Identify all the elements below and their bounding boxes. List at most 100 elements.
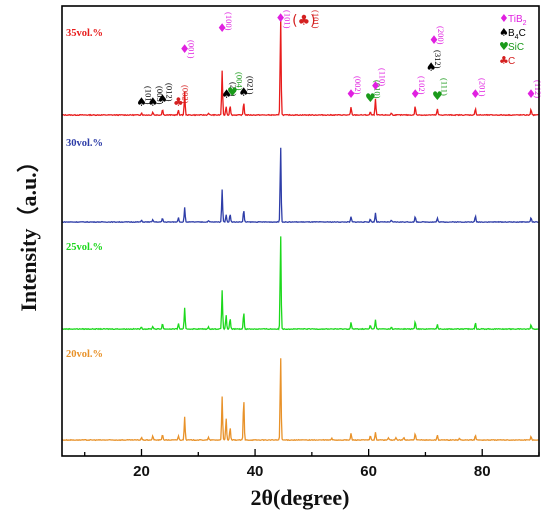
peak-point xyxy=(280,145,281,146)
peak-annotation: (101) xyxy=(311,10,321,29)
peak-point xyxy=(403,437,404,438)
peak-annotation: ♣(002) xyxy=(173,85,190,109)
legend-label: C xyxy=(508,56,515,67)
peak-point xyxy=(222,189,223,190)
miller-index-label: (111) xyxy=(439,78,449,96)
peak-point xyxy=(388,437,389,438)
peak-point xyxy=(152,219,153,220)
miller-index-label: (200) xyxy=(436,26,446,45)
miller-index-label: (21) xyxy=(229,82,239,96)
phase-symbol: ♥ xyxy=(432,89,443,103)
peak-point xyxy=(280,233,281,234)
peak-point xyxy=(530,217,531,218)
peak-point xyxy=(162,434,163,435)
peak-point xyxy=(437,324,438,325)
phase-symbol: ♦ xyxy=(217,21,228,35)
peak-point xyxy=(415,321,416,322)
peak-point xyxy=(222,70,223,71)
phase-symbol: ♦ xyxy=(526,87,537,101)
peak-point xyxy=(530,108,531,109)
miller-index-label: (312) xyxy=(433,50,443,69)
legend-symbol: ♠ xyxy=(499,26,509,39)
miller-index-label: (010) xyxy=(372,80,382,99)
peak-annotation: ♦(001) xyxy=(179,40,196,59)
peak-point xyxy=(370,435,371,436)
phase-symbol: ♠ xyxy=(221,87,232,101)
series-label: 35vol.% xyxy=(66,28,103,39)
peak-point xyxy=(370,111,371,112)
peak-point xyxy=(208,327,209,328)
peak-point xyxy=(391,327,392,328)
phase-symbol: ♦ xyxy=(179,42,190,56)
peak-annotation: ♦(101) xyxy=(275,10,292,29)
peak-point xyxy=(437,108,438,109)
miller-index-label: (002) xyxy=(353,76,363,95)
peak-point xyxy=(370,218,371,219)
peak-annotation: ♦(110) xyxy=(370,68,387,93)
legend-label: TiB2 xyxy=(508,14,527,27)
peak-point xyxy=(229,427,230,428)
miller-index-label: (004) xyxy=(234,72,244,91)
series-label: 25vol.% xyxy=(66,242,103,253)
phase-symbol: ♦ xyxy=(346,87,357,101)
peak-point xyxy=(530,324,531,325)
x-axis-title: 2θ(degree) xyxy=(250,485,349,510)
peak-point xyxy=(243,209,244,210)
peak-point xyxy=(530,436,531,437)
peak-annotation: ♠(101) xyxy=(136,86,153,109)
peak-point xyxy=(437,218,438,219)
peak-annotations: ♠(101)♠(003)♠(012)♣(002)♦(001)♦(100)♠(21… xyxy=(136,10,543,109)
peak-annotation: ♦(112) xyxy=(526,80,543,101)
peak-annotation: ♥(010) xyxy=(365,80,382,105)
peak-point xyxy=(222,396,223,397)
legend-label: B4C xyxy=(508,28,526,41)
peak-point xyxy=(178,109,179,110)
miller-index-label: (012) xyxy=(165,83,175,102)
phase-symbol: (♣) xyxy=(292,13,315,29)
peak-point xyxy=(375,212,376,213)
peak-annotation: ♠(012) xyxy=(157,83,174,106)
peak-point xyxy=(141,327,142,328)
peak-point xyxy=(162,108,163,109)
legend-symbol: ♦ xyxy=(499,12,509,25)
peak-point xyxy=(370,325,371,326)
legend: ♦ TiB2♠ B4C♥ SiC♣ C xyxy=(499,12,527,67)
peak-point xyxy=(141,220,142,221)
peak-point xyxy=(280,355,281,356)
phase-symbol: ♠ xyxy=(147,95,158,109)
y-axis-title: Intensity（a.u.） xyxy=(16,150,41,311)
peak-point xyxy=(375,432,376,433)
peak-annotation: ♦(100) xyxy=(217,12,234,35)
peak-point xyxy=(178,217,179,218)
peak-point xyxy=(184,416,185,417)
peak-point xyxy=(178,435,179,436)
peak-point xyxy=(226,418,227,419)
peak-point xyxy=(152,111,153,112)
peak-annotation: ♠(312) xyxy=(426,50,443,74)
phase-symbol: ♠ xyxy=(136,95,147,109)
miller-index-label: (102) xyxy=(417,76,427,95)
phase-symbol: ♣ xyxy=(173,95,184,109)
peak-annotation: ♦(102) xyxy=(410,76,427,101)
legend-symbol: ♣ xyxy=(499,54,509,67)
legend-item: ♥ SiC xyxy=(499,40,524,53)
x-tick-label: 80 xyxy=(474,463,491,480)
peak-point xyxy=(375,319,376,320)
miller-index-label: (002) xyxy=(180,85,190,104)
plot-frame xyxy=(61,5,540,457)
phase-symbol: ♦ xyxy=(429,33,440,47)
x-tick-label: 40 xyxy=(247,463,264,480)
peak-point xyxy=(475,322,476,323)
peak-point xyxy=(229,105,230,106)
peak-point xyxy=(152,435,153,436)
peak-annotation: ♦(201) xyxy=(470,78,487,101)
peak-point xyxy=(437,434,438,435)
peak-point xyxy=(184,308,185,309)
x-tick-label: 60 xyxy=(360,463,377,480)
peak-point xyxy=(229,318,230,319)
peak-annotation: ♦(002) xyxy=(346,76,363,101)
peak-point xyxy=(208,437,209,438)
peak-point xyxy=(184,207,185,208)
series-line-1 xyxy=(61,18,539,117)
